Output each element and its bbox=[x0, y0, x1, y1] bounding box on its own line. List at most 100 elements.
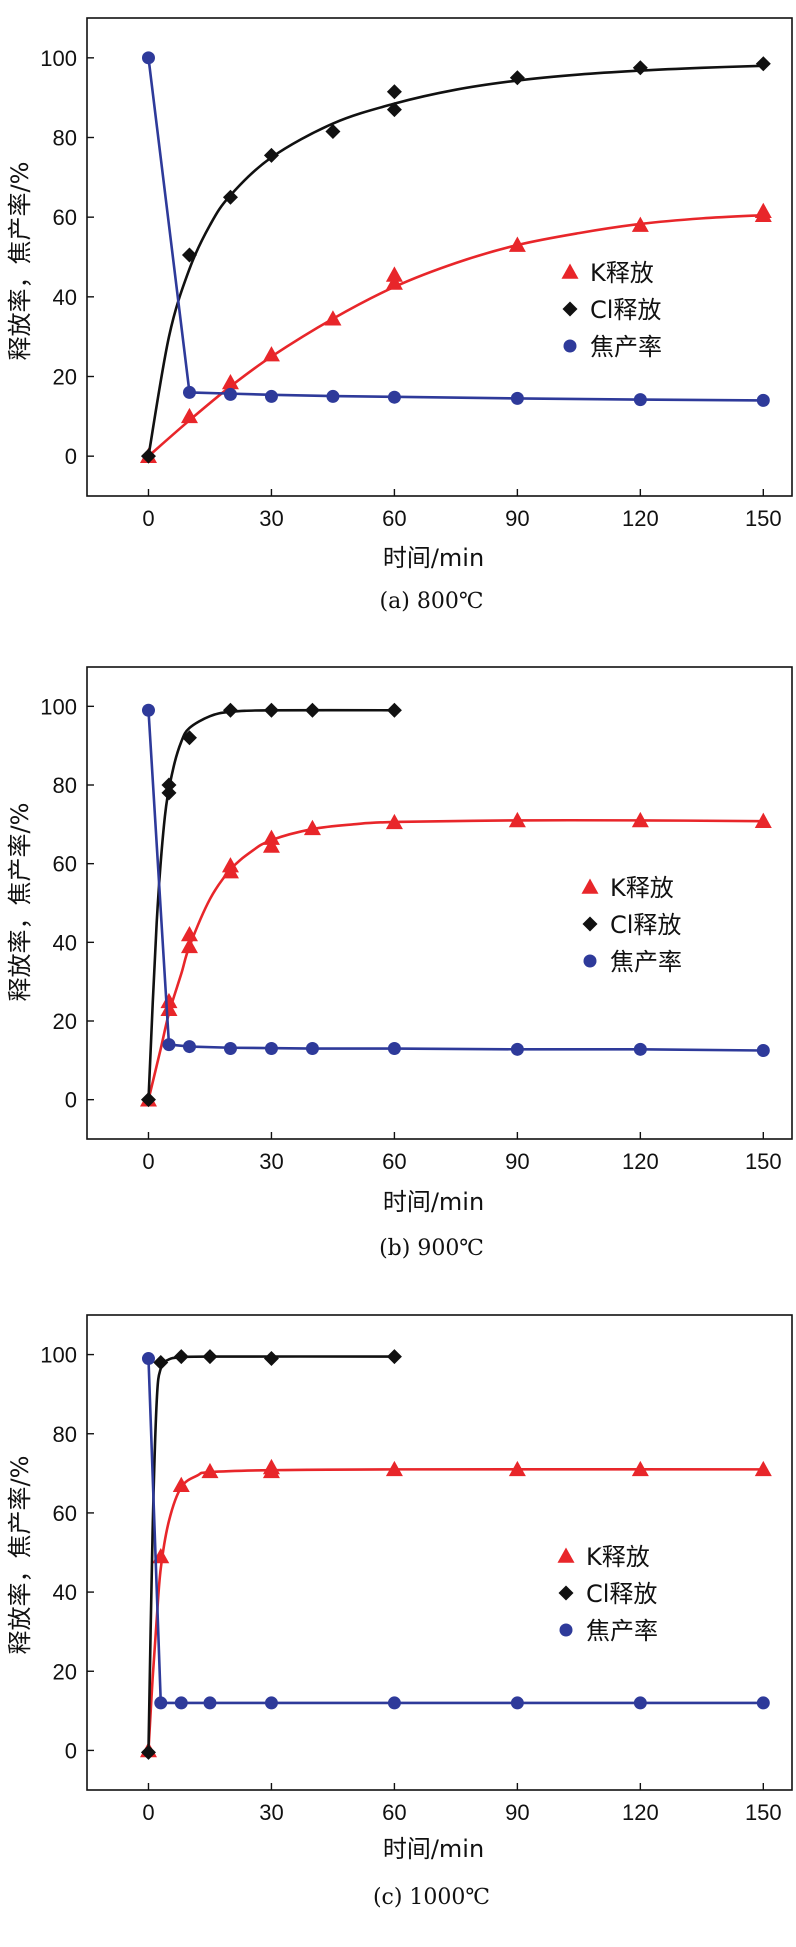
plot-frame bbox=[86, 1314, 793, 1791]
k-release-point-7 bbox=[508, 1460, 526, 1477]
k-release-point-4 bbox=[324, 310, 342, 326]
y-tick-label: 20 bbox=[53, 1659, 77, 1684]
k-release-point-11 bbox=[508, 811, 526, 828]
k-release-point-3 bbox=[262, 346, 280, 362]
k-release-point-3 bbox=[201, 1462, 219, 1479]
k-release-point-9 bbox=[303, 819, 321, 836]
x-tick-label: 60 bbox=[382, 1149, 406, 1174]
k-release-point-3 bbox=[180, 937, 198, 954]
x-tick-label: 150 bbox=[745, 1149, 782, 1174]
k-release-point-5 bbox=[385, 274, 403, 290]
y-tick-label: 100 bbox=[40, 1343, 77, 1368]
x-tick-label: 60 bbox=[382, 506, 406, 531]
y-axis-label: 释放率，焦产率/% bbox=[6, 162, 34, 361]
legend-k-release-label: K释放 bbox=[610, 874, 674, 902]
y-tick-label: 80 bbox=[53, 773, 77, 798]
y-tick-label: 100 bbox=[40, 694, 77, 719]
cl-release-point-4 bbox=[325, 124, 341, 140]
k-release-point-6 bbox=[221, 857, 239, 873]
k-release-curve bbox=[147, 1468, 764, 1751]
y-tick-label: 60 bbox=[53, 852, 77, 877]
x-tick-label: 30 bbox=[259, 1800, 283, 1825]
x-tick-label: 150 bbox=[745, 1800, 782, 1825]
char-yield-point-7 bbox=[510, 1042, 524, 1056]
char-yield-point-9 bbox=[756, 1044, 770, 1057]
char-yield-point-3 bbox=[203, 1696, 217, 1710]
char-yield-point-3 bbox=[264, 389, 278, 403]
cl-release-point-0 bbox=[140, 1092, 156, 1108]
k-release-point-1 bbox=[180, 407, 198, 424]
char-yield-point-0 bbox=[141, 1352, 155, 1366]
cl-release-point-0 bbox=[140, 1744, 156, 1760]
y-tick-label: 100 bbox=[40, 46, 77, 71]
x-tick-label: 90 bbox=[505, 1149, 529, 1174]
k-release-point-8 bbox=[631, 1460, 649, 1477]
k-release-point-4 bbox=[180, 925, 198, 942]
y-tick-label: 40 bbox=[53, 1580, 77, 1605]
x-tick-label: 0 bbox=[142, 1149, 154, 1174]
cl-release-point-3 bbox=[263, 147, 279, 163]
k-release-point-13 bbox=[754, 812, 772, 828]
legend-char-yield-marker bbox=[583, 954, 597, 968]
legend-k-release-label: K释放 bbox=[590, 259, 654, 287]
char-yield-point-1 bbox=[182, 385, 196, 399]
cl-release-point-4 bbox=[263, 1351, 279, 1367]
char-yield-point-8 bbox=[756, 1696, 770, 1710]
x-tick-label: 120 bbox=[622, 506, 659, 531]
char-yield-point-6 bbox=[510, 1696, 524, 1710]
k-release-point-6 bbox=[385, 266, 403, 282]
k-release-point-8 bbox=[631, 216, 649, 232]
k-release-point-10 bbox=[754, 206, 772, 222]
legend-cl-release-marker bbox=[562, 301, 578, 317]
x-tick-label: 120 bbox=[622, 1800, 659, 1825]
legend-char-yield-label: 焦产率 bbox=[610, 948, 682, 976]
cl-release-curve bbox=[147, 64, 764, 457]
cl-release-point-5 bbox=[263, 702, 279, 718]
cl-release-point-6 bbox=[304, 702, 320, 718]
k-release-point-9 bbox=[754, 1460, 772, 1477]
k-release-point-2 bbox=[221, 373, 239, 390]
char-yield-point-6 bbox=[387, 1042, 401, 1056]
cl-release-point-2 bbox=[222, 189, 238, 205]
char-yield-point-0 bbox=[141, 703, 155, 717]
y-tick-label: 60 bbox=[53, 205, 77, 230]
char-yield-point-1 bbox=[162, 1038, 176, 1052]
cl-release-point-3 bbox=[181, 730, 197, 746]
y-tick-label: 40 bbox=[53, 930, 77, 955]
legend-char-yield-label: 焦产率 bbox=[586, 1617, 658, 1645]
cl-release-curve bbox=[147, 1355, 395, 1751]
x-tick-label: 150 bbox=[745, 506, 782, 531]
x-tick-label: 120 bbox=[622, 1149, 659, 1174]
char-yield-point-4 bbox=[264, 1042, 278, 1056]
legend-cl-release-marker bbox=[582, 916, 598, 932]
y-tick-label: 60 bbox=[53, 1501, 77, 1526]
legend-k-release-label: K释放 bbox=[586, 1543, 650, 1571]
x-tick-label: 90 bbox=[505, 506, 529, 531]
char-yield-point-0 bbox=[141, 51, 155, 65]
char-yield-point-8 bbox=[633, 1042, 647, 1056]
cl-release-point-8 bbox=[632, 60, 648, 76]
char-yield-point-8 bbox=[756, 393, 770, 407]
cl-release-point-0 bbox=[140, 448, 156, 464]
panel-caption: (b) 900℃ bbox=[379, 1236, 484, 1261]
panel-caption: (a) 800℃ bbox=[380, 589, 484, 614]
char-yield-point-1 bbox=[154, 1696, 168, 1710]
x-tick-label: 90 bbox=[505, 1800, 529, 1825]
x-axis-label: 时间/min bbox=[383, 1188, 484, 1216]
legend-char-yield-marker bbox=[559, 1623, 573, 1637]
x-tick-label: 60 bbox=[382, 1800, 406, 1825]
k-release-point-1 bbox=[160, 1000, 178, 1016]
k-release-point-2 bbox=[160, 992, 178, 1009]
k-release-curve bbox=[147, 213, 764, 458]
char-yield-point-4 bbox=[264, 1696, 278, 1710]
y-tick-label: 40 bbox=[53, 285, 77, 310]
char-yield-point-5 bbox=[387, 1696, 401, 1710]
y-axis-label: 释放率，焦产率/% bbox=[6, 1456, 34, 1655]
cl-release-point-5 bbox=[386, 102, 402, 118]
cl-release-point-7 bbox=[509, 70, 525, 86]
char-yield-point-2 bbox=[182, 1040, 196, 1054]
y-axis-label: 释放率，焦产率/% bbox=[6, 803, 34, 1002]
y-tick-label: 80 bbox=[53, 1422, 77, 1447]
legend-char-yield-marker bbox=[563, 339, 577, 353]
char-yield-point-5 bbox=[387, 390, 401, 404]
